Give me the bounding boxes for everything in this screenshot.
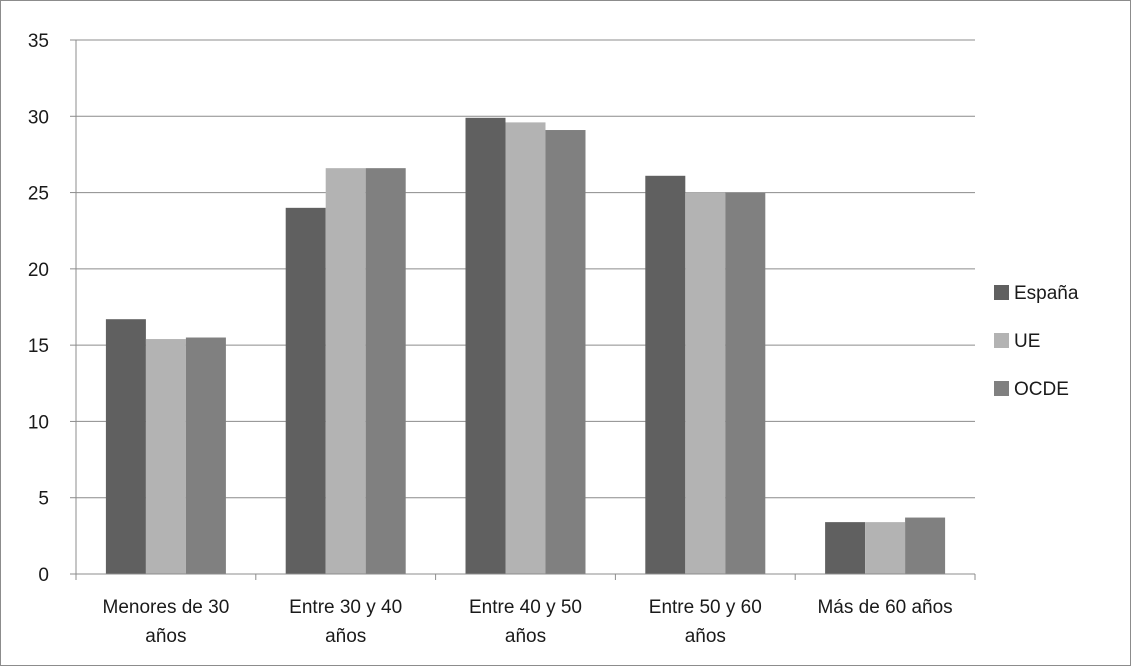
bar-espa-a-4 bbox=[825, 522, 865, 574]
y-tick-label: 30 bbox=[28, 107, 49, 128]
legend: España UE OCDE bbox=[994, 283, 1079, 400]
x-category-label: Entre 30 y 40 bbox=[289, 597, 402, 618]
bar-ue-3 bbox=[685, 193, 725, 574]
y-tick-label: 15 bbox=[28, 336, 49, 357]
y-tick-label: 10 bbox=[28, 412, 49, 433]
bar-ue-4 bbox=[865, 522, 905, 574]
y-tick-label: 5 bbox=[38, 489, 49, 510]
bar-ocde-4 bbox=[905, 518, 945, 574]
x-category-label: años bbox=[325, 626, 366, 647]
y-tick-label: 25 bbox=[28, 184, 49, 205]
bars bbox=[106, 118, 945, 574]
x-category-label: años bbox=[685, 626, 726, 647]
legend-swatch bbox=[994, 285, 1009, 300]
x-category-label: Entre 40 y 50 bbox=[469, 597, 582, 618]
legend-swatch bbox=[994, 333, 1009, 348]
bar-espa-a-1 bbox=[286, 208, 326, 574]
bar-ocde-3 bbox=[725, 193, 765, 574]
bar-espa-a-0 bbox=[106, 319, 146, 574]
x-category-label: años bbox=[505, 626, 546, 647]
x-category-label: años bbox=[145, 626, 186, 647]
legend-label: UE bbox=[1014, 331, 1040, 352]
legend-label: OCDE bbox=[1014, 379, 1069, 400]
bar-ocde-2 bbox=[546, 130, 586, 574]
bar-espa-a-3 bbox=[645, 176, 685, 574]
legend-swatch bbox=[994, 381, 1009, 396]
x-category-label: Entre 50 y 60 bbox=[649, 597, 762, 618]
y-tick-label: 0 bbox=[38, 565, 49, 586]
bar-ue-0 bbox=[146, 339, 186, 574]
y-tick-label: 35 bbox=[28, 31, 49, 52]
y-tick-label: 20 bbox=[28, 260, 49, 281]
x-category-label: Menores de 30 bbox=[103, 597, 230, 618]
legend-label: España bbox=[1014, 283, 1079, 304]
bar-ue-1 bbox=[326, 168, 366, 574]
bar-espa-a-2 bbox=[466, 118, 506, 574]
bar-ue-2 bbox=[506, 122, 546, 574]
x-category-label: Más de 60 años bbox=[817, 597, 952, 618]
bar-ocde-0 bbox=[186, 338, 226, 574]
bar-ocde-1 bbox=[366, 168, 406, 574]
